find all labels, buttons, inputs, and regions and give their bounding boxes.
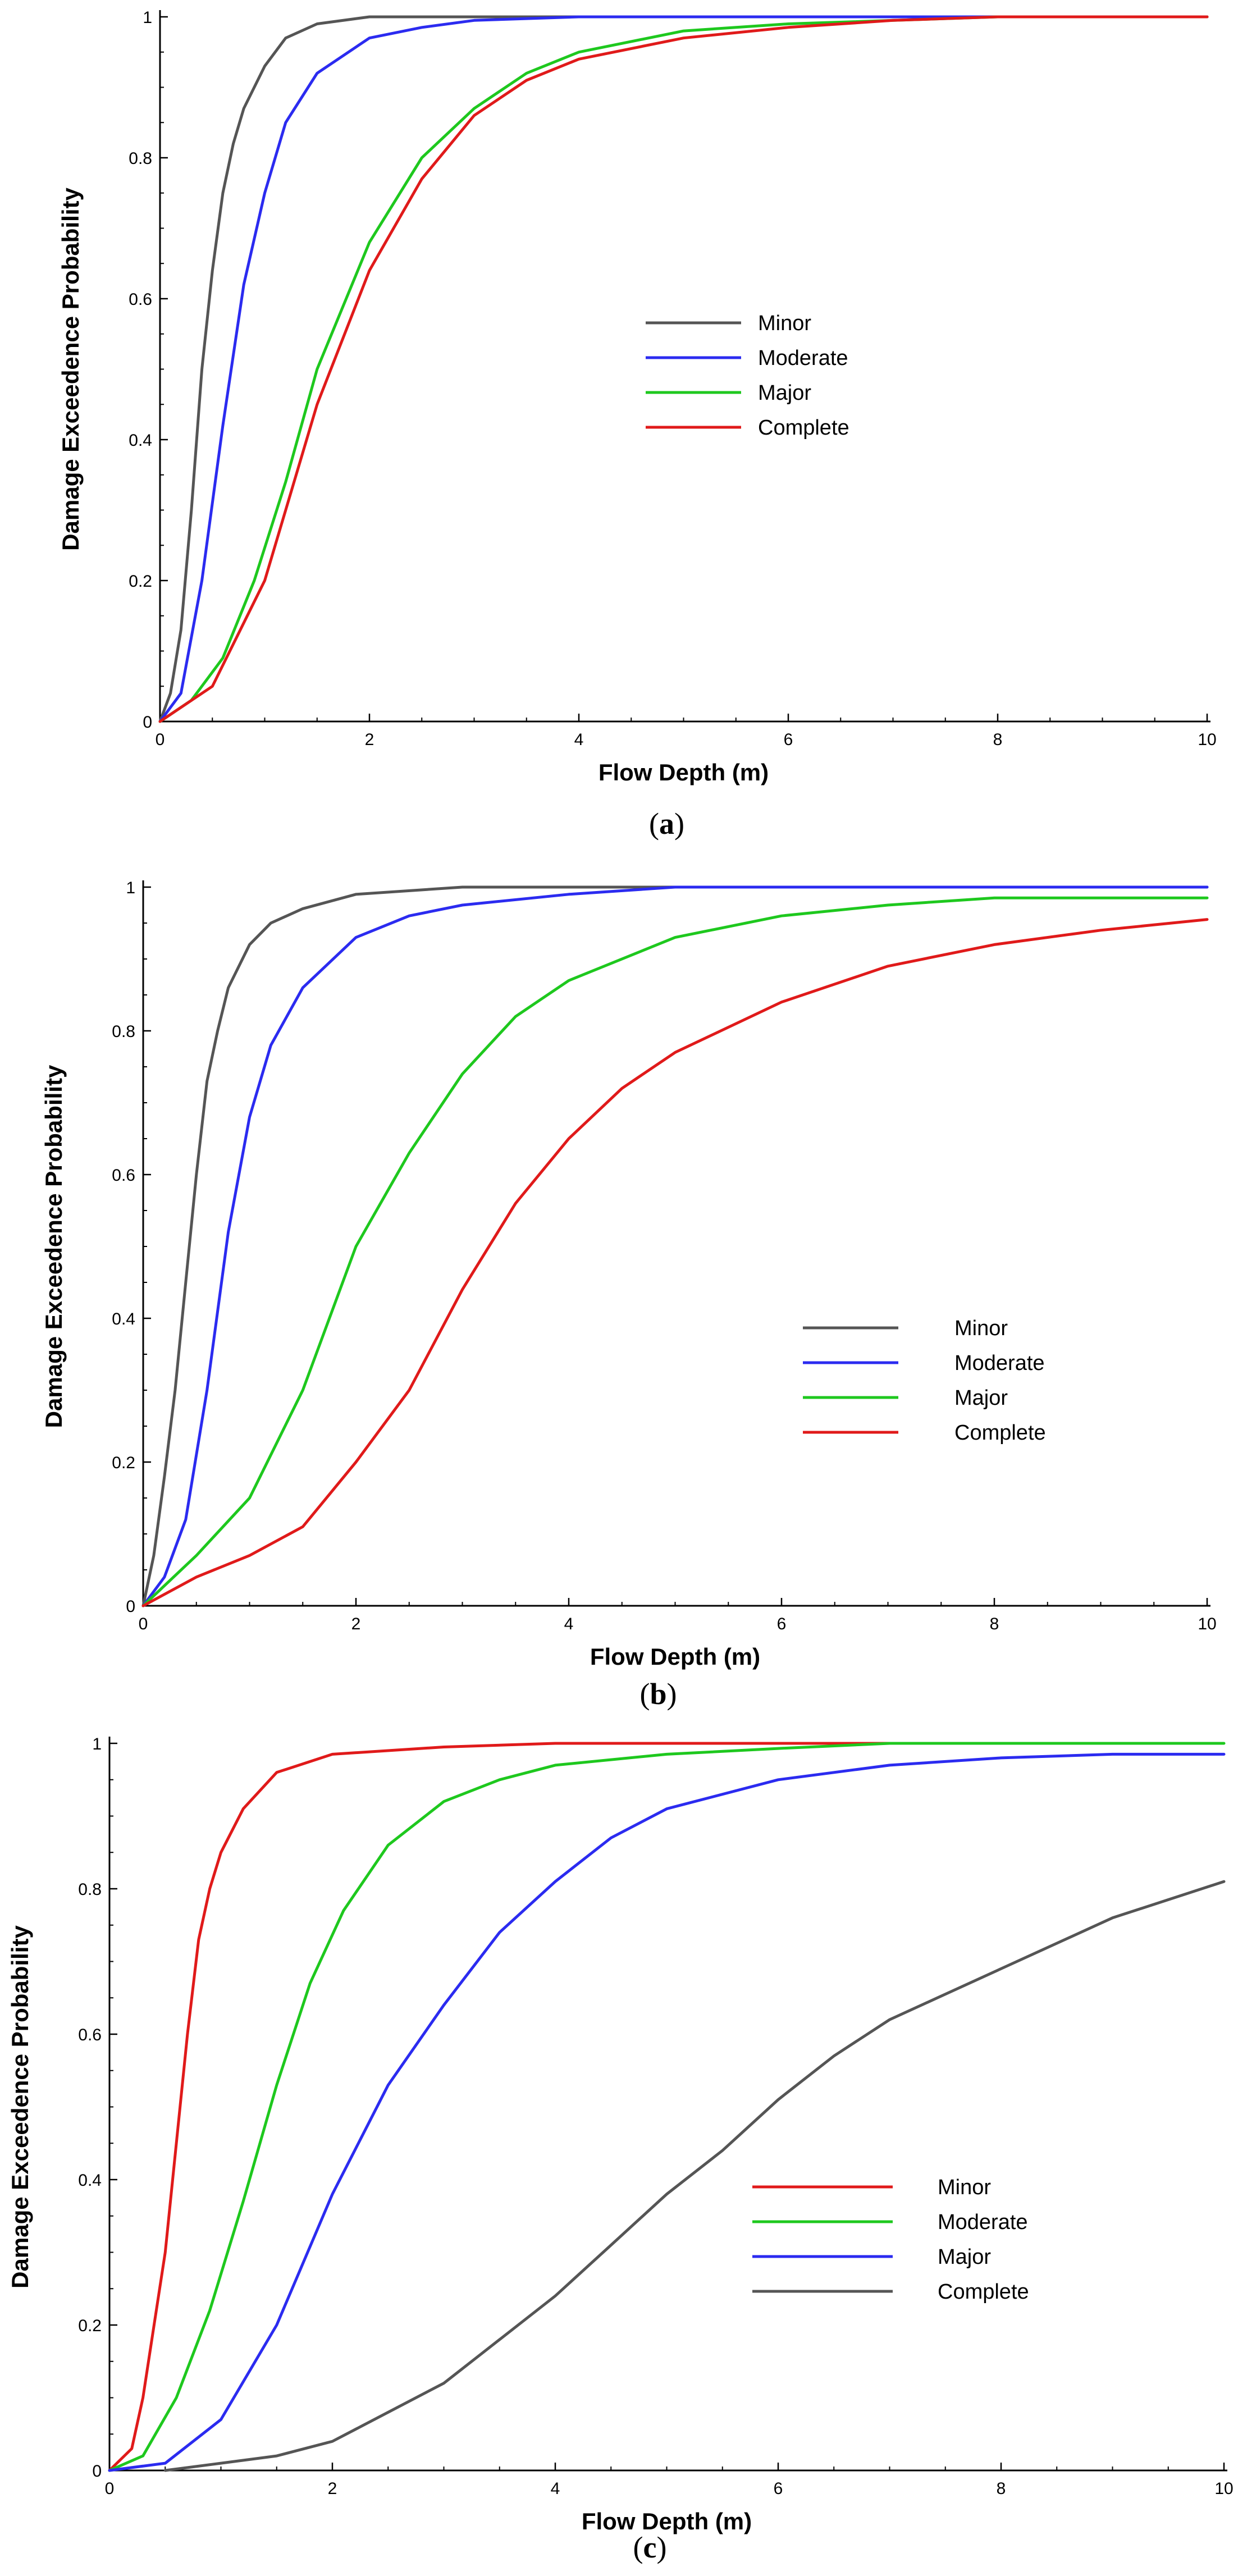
x-axis-title: Flow Depth (m) xyxy=(582,2508,752,2534)
x-tick-label: 10 xyxy=(1198,730,1216,749)
x-tick-label: 4 xyxy=(574,730,584,749)
y-tick-label: 0.2 xyxy=(112,1454,135,1472)
series-line-complete xyxy=(141,918,1209,1607)
y-tick-label: 0.2 xyxy=(78,2317,102,2335)
y-tick-label: 0.4 xyxy=(112,1310,135,1328)
x-tick-label: 4 xyxy=(564,1615,574,1633)
legend-label-major: Major xyxy=(758,381,811,405)
x-axis-title: Flow Depth (m) xyxy=(599,759,769,785)
x-tick-label: 4 xyxy=(551,2479,560,2498)
x-tick-label: 10 xyxy=(1214,2479,1233,2498)
x-tick-label: 0 xyxy=(105,2479,115,2498)
series-line-major xyxy=(108,1752,1226,2472)
y-tick-label: 0.8 xyxy=(129,149,152,168)
panel-caption: (b) xyxy=(639,1677,677,1711)
x-tick-label: 0 xyxy=(156,730,165,749)
caption-letter: a xyxy=(659,807,674,841)
caption-open-paren: ( xyxy=(639,1677,650,1711)
y-tick-label: 0.8 xyxy=(112,1022,135,1041)
y-tick-label: 0.2 xyxy=(129,572,152,591)
series-line-moderate xyxy=(141,885,1209,1607)
x-tick-label: 8 xyxy=(993,730,1003,749)
y-tick-label: 1 xyxy=(92,1735,102,1753)
panel-caption: (a) xyxy=(649,807,684,841)
y-axis-title: Damage Exceedence Probability xyxy=(40,1065,67,1428)
legend-label-moderate: Moderate xyxy=(938,2210,1028,2234)
legend-label-major: Major xyxy=(954,1386,1008,1410)
series-line-complete xyxy=(163,1880,1226,2472)
y-axis-title: Damage Exceedence Probability xyxy=(57,188,84,551)
chart-panel-c: 0 2 4 6 8 10 0 0.2 0.4 0.6 0.8 1 Flow Depth (m) Damag… xyxy=(7,1735,1234,2564)
panel-caption: (c) xyxy=(633,2531,667,2564)
y-tick-label: 0 xyxy=(143,713,152,732)
caption-open-paren: ( xyxy=(633,2531,643,2564)
x-tick-label: 2 xyxy=(365,730,374,749)
y-tick-label: 0.6 xyxy=(78,2026,102,2044)
legend-label-major: Major xyxy=(938,2245,991,2269)
x-tick-label: 10 xyxy=(1198,1615,1216,1633)
x-tick-label: 6 xyxy=(784,730,793,749)
series-line-moderate xyxy=(108,1742,1226,2472)
legend-label-complete: Complete xyxy=(938,2280,1029,2304)
series-line-minor xyxy=(158,15,1209,723)
caption-close-paren: ) xyxy=(656,2531,666,2564)
legend: Minor Moderate Major Complete xyxy=(752,2176,1029,2304)
caption-open-paren: ( xyxy=(649,807,659,841)
legend-label-complete: Complete xyxy=(758,416,849,440)
legend-label-minor: Minor xyxy=(954,1317,1008,1340)
caption-letter: b xyxy=(650,1677,666,1711)
y-tick-label: 0.4 xyxy=(129,431,152,450)
x-tick-label: 6 xyxy=(774,2479,783,2498)
y-tick-label: 0.6 xyxy=(112,1166,135,1185)
legend-label-moderate: Moderate xyxy=(954,1351,1045,1375)
legend: Minor Moderate Major Complete xyxy=(803,1317,1046,1445)
chart-panel-a: 0 2 4 6 8 10 0 0.2 0.4 0.6 0.8 1 Flow Depth (m) Damag… xyxy=(57,8,1217,841)
legend-label-complete: Complete xyxy=(954,1421,1046,1445)
chart-panel-b: 0 2 4 6 8 10 0 0.2 0.4 0.6 0.8 1 Flow Depth (m) Damag… xyxy=(40,879,1217,1711)
x-tick-label: 6 xyxy=(777,1615,787,1633)
caption-close-paren: ) xyxy=(674,807,684,841)
series-line-major xyxy=(141,896,1209,1607)
y-tick-label: 0.4 xyxy=(78,2171,102,2190)
legend-label-minor: Minor xyxy=(758,312,811,335)
legend: Minor Moderate Major Complete xyxy=(646,312,849,440)
legend-label-minor: Minor xyxy=(938,2176,991,2199)
caption-letter: c xyxy=(643,2531,657,2564)
series-line-moderate xyxy=(158,15,1209,723)
caption-close-paren: ) xyxy=(667,1677,677,1711)
y-tick-label: 0.8 xyxy=(78,1880,102,1899)
y-tick-label: 0 xyxy=(126,1597,135,1616)
x-tick-label: 2 xyxy=(351,1615,361,1633)
y-tick-label: 0 xyxy=(92,2462,102,2481)
legend-label-moderate: Moderate xyxy=(758,346,848,370)
y-tick-label: 1 xyxy=(143,8,152,27)
x-tick-label: 8 xyxy=(990,1615,999,1633)
x-tick-label: 0 xyxy=(139,1615,148,1633)
series-line-minor xyxy=(108,1742,891,2472)
y-tick-label: 1 xyxy=(126,879,135,897)
x-axis-title: Flow Depth (m) xyxy=(590,1643,760,1670)
y-axis-title: Damage Exceedence Probability xyxy=(7,1925,33,2289)
series-line-major xyxy=(158,15,1209,723)
series-line-complete xyxy=(158,15,1209,723)
x-tick-label: 8 xyxy=(997,2479,1006,2498)
y-tick-label: 0.6 xyxy=(129,290,152,309)
x-tick-label: 2 xyxy=(328,2479,337,2498)
series-line-minor xyxy=(141,885,1209,1607)
